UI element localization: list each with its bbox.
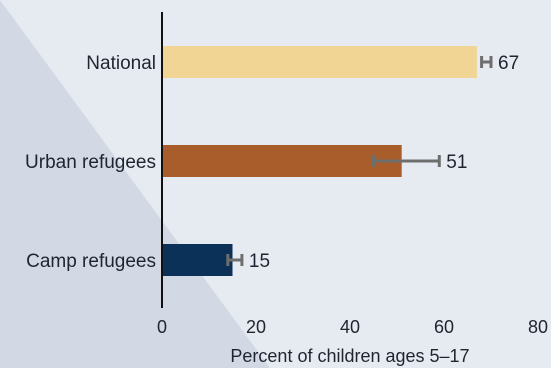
- value-label-3: 15: [249, 251, 270, 272]
- category-label-2: Urban refugees: [25, 152, 156, 173]
- value-label-1: 67: [498, 53, 519, 74]
- x-tick-label-20: 20: [246, 317, 266, 337]
- category-label-3: Camp refugees: [26, 251, 156, 272]
- bar-1: [162, 46, 477, 78]
- category-label-1: National: [86, 53, 156, 74]
- bar-3: [162, 244, 233, 276]
- bar-2: [162, 145, 402, 177]
- x-tick-label-80: 80: [528, 317, 548, 337]
- x-tick-label-60: 60: [434, 317, 454, 337]
- x-tick-label-0: 0: [157, 317, 167, 337]
- x-tick-label-40: 40: [340, 317, 360, 337]
- value-label-2: 51: [446, 152, 467, 173]
- x-axis-title: Percent of children ages 5–17: [230, 346, 469, 366]
